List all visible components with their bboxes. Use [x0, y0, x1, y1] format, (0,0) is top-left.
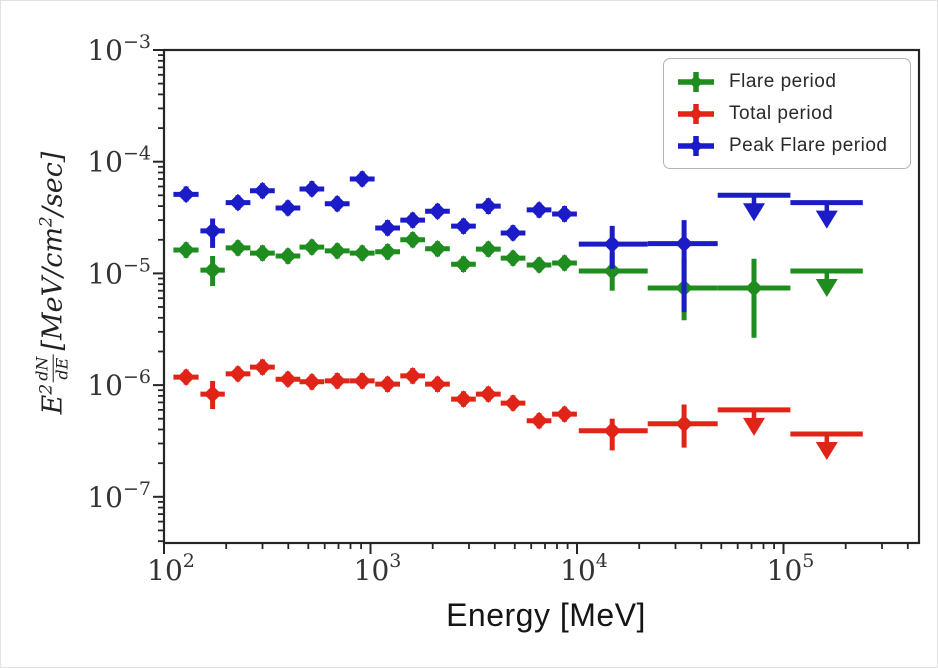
errorbar-marker-icon — [678, 135, 714, 156]
legend: Flare period Total period Peak Flare perio… — [663, 58, 911, 169]
legend-item-peak-flare-period: Peak Flare period — [674, 131, 900, 160]
y-label-variable: E2 — [37, 383, 69, 415]
x-axis-label: Energy [MeV] — [446, 597, 646, 633]
errorbar-marker-icon — [678, 71, 714, 92]
y-label-units: [MeV/cm2/sec] — [37, 151, 69, 351]
legend-label: Peak Flare period — [729, 134, 888, 156]
svg-text:10−6: 10−6 — [87, 366, 151, 402]
legend-label: Flare period — [729, 70, 837, 92]
svg-text:104: 104 — [560, 550, 608, 587]
svg-text:103: 103 — [354, 550, 402, 587]
svg-text:10−7: 10−7 — [87, 478, 151, 514]
legend-item-total-period: Total period — [674, 99, 900, 128]
y-axis-label: E2 dN dE [MeV/cm2/sec] — [32, 151, 72, 415]
errorbar-marker-icon — [678, 103, 714, 124]
svg-text:105: 105 — [767, 550, 815, 587]
legend-label: Total period — [729, 102, 834, 124]
svg-text:10−3: 10−3 — [87, 31, 151, 67]
svg-text:10−5: 10−5 — [87, 254, 151, 290]
svg-text:102: 102 — [147, 550, 195, 587]
svg-text:10−4: 10−4 — [87, 143, 151, 179]
y-label-fraction: dN dE — [32, 354, 72, 383]
legend-item-flare-period: Flare period — [674, 67, 900, 96]
